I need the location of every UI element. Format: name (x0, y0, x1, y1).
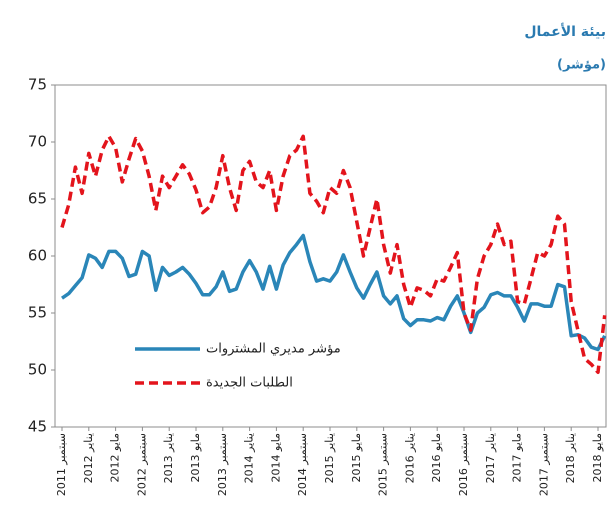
x-tick-label: سبتمبر 2014 (296, 433, 309, 496)
plot-frame (54, 84, 607, 428)
series-line (61, 233, 607, 352)
x-tick-label: سبتمبر 2016 (457, 433, 470, 496)
x-tick-label: يناير 2013 (162, 433, 175, 483)
x-tick-label: مايو 2013 (189, 433, 202, 483)
x-tick-label: سبتمبر 2013 (216, 433, 229, 496)
y-tick-label: 50 (28, 361, 47, 379)
legend-label: مؤشر مديري المشتروات (206, 342, 341, 357)
x-tick-label: سبتمبر 2017 (537, 433, 550, 496)
x-tick-label: يناير 2014 (243, 433, 256, 483)
x-tick-label: يناير 2015 (323, 433, 336, 483)
x-tick-label: مايو 2014 (269, 433, 282, 483)
y-tick-label: 70 (28, 133, 47, 151)
x-tick-label: سبتمبر 2011 (55, 433, 68, 496)
y-tick-label: 65 (28, 190, 47, 208)
x-tick-label: سبتمبر 2015 (377, 433, 390, 496)
chart-subtitle: (مؤشر) (557, 58, 606, 73)
x-tick-label: يناير 2018 (564, 433, 577, 483)
x-tick-label: مايو 2012 (109, 433, 122, 483)
legend-label: الطلبات الجديدة (206, 376, 293, 391)
series-line (60, 134, 607, 375)
chart-title: بيئة الأعمال (524, 23, 606, 40)
x-tick-label: مايو 2017 (511, 433, 524, 483)
x-tick-label: مايو 2015 (350, 433, 363, 483)
y-tick-label: 45 (28, 418, 47, 436)
x-tick-label: مايو 2018 (591, 433, 604, 483)
x-tick-label: يناير 2016 (403, 433, 416, 483)
x-tick-label: مايو 2016 (430, 433, 443, 483)
x-tick-label: سبتمبر 2012 (135, 433, 148, 496)
y-tick-label: 55 (28, 304, 47, 322)
x-tick-label: يناير 2012 (82, 433, 95, 483)
y-tick-label: 75 (28, 76, 47, 94)
y-tick-label: 60 (28, 247, 47, 265)
x-tick-label: يناير 2017 (484, 433, 497, 483)
